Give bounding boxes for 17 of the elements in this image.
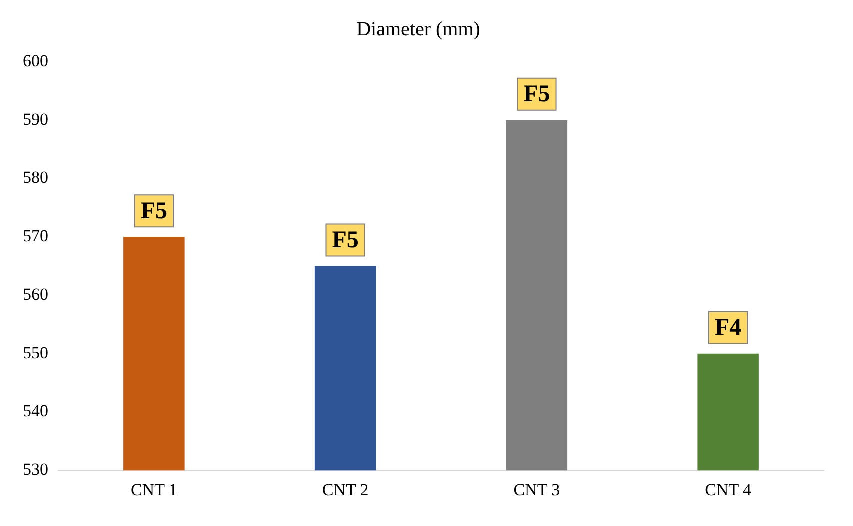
y-tick-label: 580 <box>23 168 48 188</box>
y-tick-label: 600 <box>23 51 48 70</box>
x-tick-label: CNT 3 <box>514 480 560 500</box>
data-label: F5 <box>524 82 550 108</box>
y-tick-label: 570 <box>23 226 48 246</box>
y-tick-label: 540 <box>23 402 48 421</box>
x-tick-label: CNT 4 <box>705 480 752 500</box>
y-tick-label: 530 <box>23 460 48 480</box>
data-label: F5 <box>140 198 168 224</box>
x-tick-label: CNT 1 <box>130 480 178 500</box>
data-label: F5 <box>332 228 359 254</box>
chart-title: Diameter (mm) <box>356 18 480 40</box>
y-tick-label: 590 <box>23 110 48 129</box>
y-tick-label: 550 <box>23 343 48 362</box>
x-tick-label: CNT 2 <box>322 480 369 500</box>
data-label: F4 <box>714 315 742 342</box>
y-tick-label: 560 <box>23 284 48 304</box>
